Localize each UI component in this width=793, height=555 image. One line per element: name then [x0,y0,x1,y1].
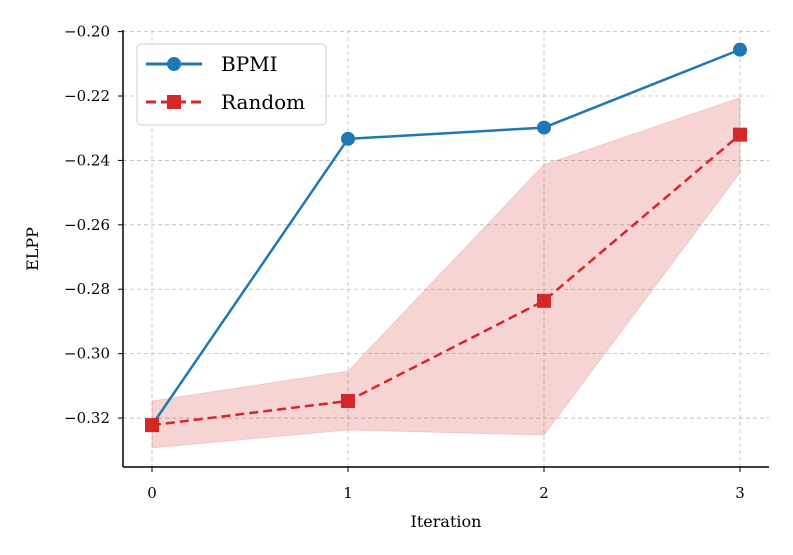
legend-random-label: Random [221,90,305,114]
y-tick-label: −0.28 [64,280,110,298]
tick-labels: 0 1 2 3 −0.32 −0.30 −0.28 −0.26 −0.24 −0.22 −0.20 [64,23,745,502]
random-point [536,293,551,308]
legend-bpmi-label: BPMI [221,52,278,76]
random-point [145,418,160,433]
random-std-band [151,96,741,449]
bpmi-line [150,48,741,426]
x-tick-label: 0 [147,484,157,502]
legend-bpmi-marker [167,57,181,71]
bpmi-point [732,42,747,57]
y-tick-label: −0.20 [64,23,110,41]
y-tick-label: −0.26 [64,216,110,234]
x-tick-label: 2 [539,484,549,502]
axes [118,30,769,472]
confidence-band [151,96,741,449]
bpmi-point [536,120,551,135]
legend-random-marker [167,95,181,109]
random-line [151,133,741,427]
random-point [341,393,356,408]
y-tick-label: −0.22 [64,87,110,105]
y-tick-label: −0.30 [64,345,110,363]
grid [123,30,769,467]
random-point [732,127,747,142]
series-lines [145,42,747,433]
x-axis-label: Iteration [411,512,482,531]
legend: BPMI Random [136,43,327,126]
x-tick-label: 3 [735,484,745,502]
bpmi-point [341,131,356,146]
y-axis-label: ELPP [23,227,42,271]
y-tick-label: −0.24 [64,151,110,169]
x-tick-label: 1 [343,484,353,502]
y-tick-label: −0.32 [64,409,110,427]
